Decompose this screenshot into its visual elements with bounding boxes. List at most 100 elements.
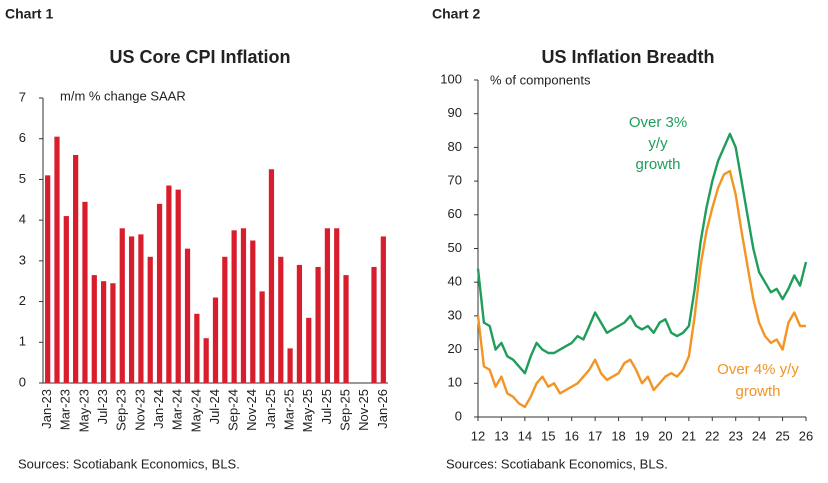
bar (63, 216, 69, 383)
x-tick-label: Jan-23 (39, 389, 54, 429)
y-tick-label: 50 (448, 240, 462, 255)
bar (73, 155, 79, 383)
x-tick-label: Mar-23 (58, 389, 73, 430)
bar (278, 256, 284, 383)
x-tick-label: 17 (588, 428, 602, 443)
y-tick-label: 5 (19, 171, 26, 186)
x-tick-label: 25 (775, 428, 789, 443)
bar (138, 234, 144, 383)
bar (268, 169, 275, 383)
bar (82, 201, 88, 383)
x-tick-label: 19 (635, 428, 649, 443)
bar (240, 228, 247, 383)
bar (222, 256, 228, 383)
x-tick-label: Jan-24 (151, 389, 166, 429)
y-tick-label: 70 (448, 173, 462, 188)
y-tick-label: 0 (19, 374, 26, 389)
bar (343, 275, 349, 383)
bar (250, 240, 256, 383)
bar (259, 291, 265, 383)
bar (203, 338, 209, 383)
bar (175, 189, 181, 383)
x-tick-label: 12 (471, 428, 485, 443)
x-tick-label: Nov-25 (356, 389, 371, 431)
x-tick-label: 20 (658, 428, 672, 443)
chart-heading: Chart 2 (432, 6, 480, 22)
x-tick-label: 18 (611, 428, 625, 443)
y-tick-label: 1 (19, 334, 26, 349)
bar (287, 348, 293, 383)
y-tick-label: 20 (448, 341, 462, 356)
x-tick-label: Mar-25 (282, 389, 297, 430)
series-line (476, 132, 808, 375)
x-tick-label: Sep-24 (226, 389, 241, 431)
x-tick-label: Jul-24 (207, 389, 222, 424)
y-tick-label: 40 (448, 274, 462, 289)
source-note: Sources: Scotiabank Economics, BLS. (446, 456, 668, 471)
chart-title: US Inflation Breadth (541, 47, 714, 67)
x-tick-label: 22 (705, 428, 719, 443)
y-tick-label: 4 (19, 212, 26, 227)
y-tick-label: 3 (19, 252, 26, 267)
bar (315, 266, 321, 383)
x-tick-label: Jul-23 (95, 389, 110, 424)
x-tick-label: 21 (682, 428, 696, 443)
y-tick-label: 80 (448, 139, 462, 154)
bar (166, 185, 172, 383)
source-note: Sources: Scotiabank Economics, BLS. (18, 456, 240, 471)
series-annotation: y/y (648, 135, 668, 152)
bar (334, 228, 340, 383)
x-tick-label: Nov-24 (244, 389, 259, 431)
x-tick-label: Sep-23 (114, 389, 129, 431)
bar (91, 275, 97, 383)
x-tick-label: Sep-25 (337, 389, 352, 431)
y-tick-label: 0 (455, 408, 462, 423)
y-tick-label: 6 (19, 130, 26, 145)
x-tick-label: May-23 (76, 389, 91, 432)
bar (380, 236, 386, 383)
series-annotation: growth (635, 156, 680, 173)
y-tick-label: 30 (448, 307, 462, 322)
bar (54, 136, 60, 383)
x-tick-label: 15 (541, 428, 555, 443)
series-line (476, 169, 806, 409)
y-axis-label: % of components (490, 72, 591, 87)
bar (296, 264, 303, 383)
y-tick-label: 2 (19, 293, 26, 308)
y-tick-label: 10 (448, 375, 462, 390)
x-tick-label: Nov-23 (132, 389, 147, 431)
bar (119, 228, 125, 383)
x-tick-label: 14 (518, 428, 532, 443)
y-tick-label: 90 (448, 105, 462, 120)
bar (184, 248, 191, 383)
bar (45, 175, 51, 383)
bar (100, 281, 107, 383)
bar (194, 313, 200, 383)
bar (128, 236, 135, 383)
x-tick-label: Jan-25 (263, 389, 278, 429)
x-tick-label: 24 (752, 428, 766, 443)
series-annotation: growth (735, 383, 780, 400)
x-tick-label: 13 (494, 428, 508, 443)
x-tick-label: May-24 (188, 389, 203, 432)
chart-heading: Chart 1 (5, 6, 53, 22)
series-annotation: Over 4% y/y (717, 361, 799, 378)
chart-title: US Core CPI Inflation (109, 47, 290, 67)
x-tick-label: 23 (728, 428, 742, 443)
x-tick-label: Mar-24 (170, 389, 185, 430)
bar (212, 297, 219, 383)
x-tick-label: Jan-26 (375, 389, 390, 429)
bar (371, 266, 377, 383)
bar (156, 203, 163, 383)
y-tick-label: 60 (448, 206, 462, 221)
bar (231, 230, 237, 383)
bar (147, 256, 153, 383)
y-tick-label: 100 (440, 71, 462, 86)
y-axis-label: m/m % change SAAR (60, 88, 186, 103)
bar (324, 228, 331, 383)
bar (110, 283, 116, 383)
x-tick-label: 16 (564, 428, 578, 443)
y-tick-label: 7 (19, 89, 26, 104)
x-tick-label: Jul-25 (319, 389, 334, 424)
